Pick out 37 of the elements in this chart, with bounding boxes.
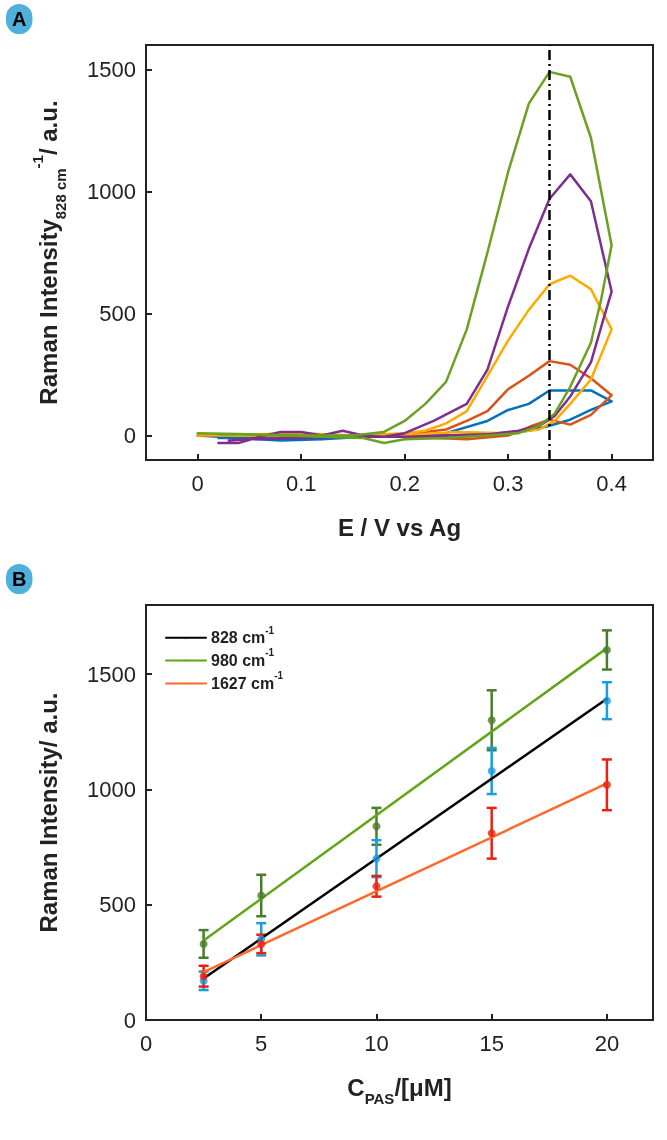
y-tick-label: 1500: [87, 56, 136, 82]
point: [257, 891, 266, 900]
point: [372, 882, 381, 891]
point: [199, 939, 208, 948]
y-tick-label: 1000: [87, 178, 136, 204]
y-axis-title: Raman Intensity/ a.u.: [35, 692, 63, 933]
point: [487, 767, 496, 775]
point: [602, 780, 611, 789]
y-tick-label: 1500: [87, 661, 136, 687]
point: [199, 972, 208, 981]
x-tick-label: 0.1: [285, 470, 317, 496]
y-axis-title: Raman Intensity828 cm-1/ a.u.: [28, 100, 69, 405]
x-tick-label: 0.4: [596, 470, 627, 496]
point: [602, 696, 611, 705]
y-tick-label: 500: [99, 892, 136, 918]
y-tick-label: 0: [123, 1007, 136, 1033]
x-tick-label: 15: [479, 1030, 504, 1056]
x-tick-label: 20: [594, 1030, 620, 1056]
point: [602, 645, 611, 654]
y-tick-label: 0: [123, 423, 136, 449]
point: [257, 939, 266, 948]
chart-title: A: [12, 8, 27, 30]
point: [372, 822, 381, 831]
x-tick-label: 0: [191, 470, 204, 496]
x-tick-label: 0.2: [389, 470, 420, 496]
point: [372, 854, 381, 863]
y-tick-label: 1000: [87, 776, 136, 802]
x-axis-title: E / V vs Ag: [337, 513, 462, 541]
line-series: [196, 70, 613, 445]
y-tick-label: 500: [99, 301, 136, 327]
point: [487, 716, 496, 725]
x-tick-label: 5: [255, 1030, 268, 1056]
point: [487, 829, 496, 838]
chart-title: B: [12, 568, 27, 590]
x-tick-label: 10: [364, 1030, 389, 1056]
x-tick-label: 0.3: [492, 470, 524, 496]
x-tick-label: 0: [139, 1030, 153, 1056]
